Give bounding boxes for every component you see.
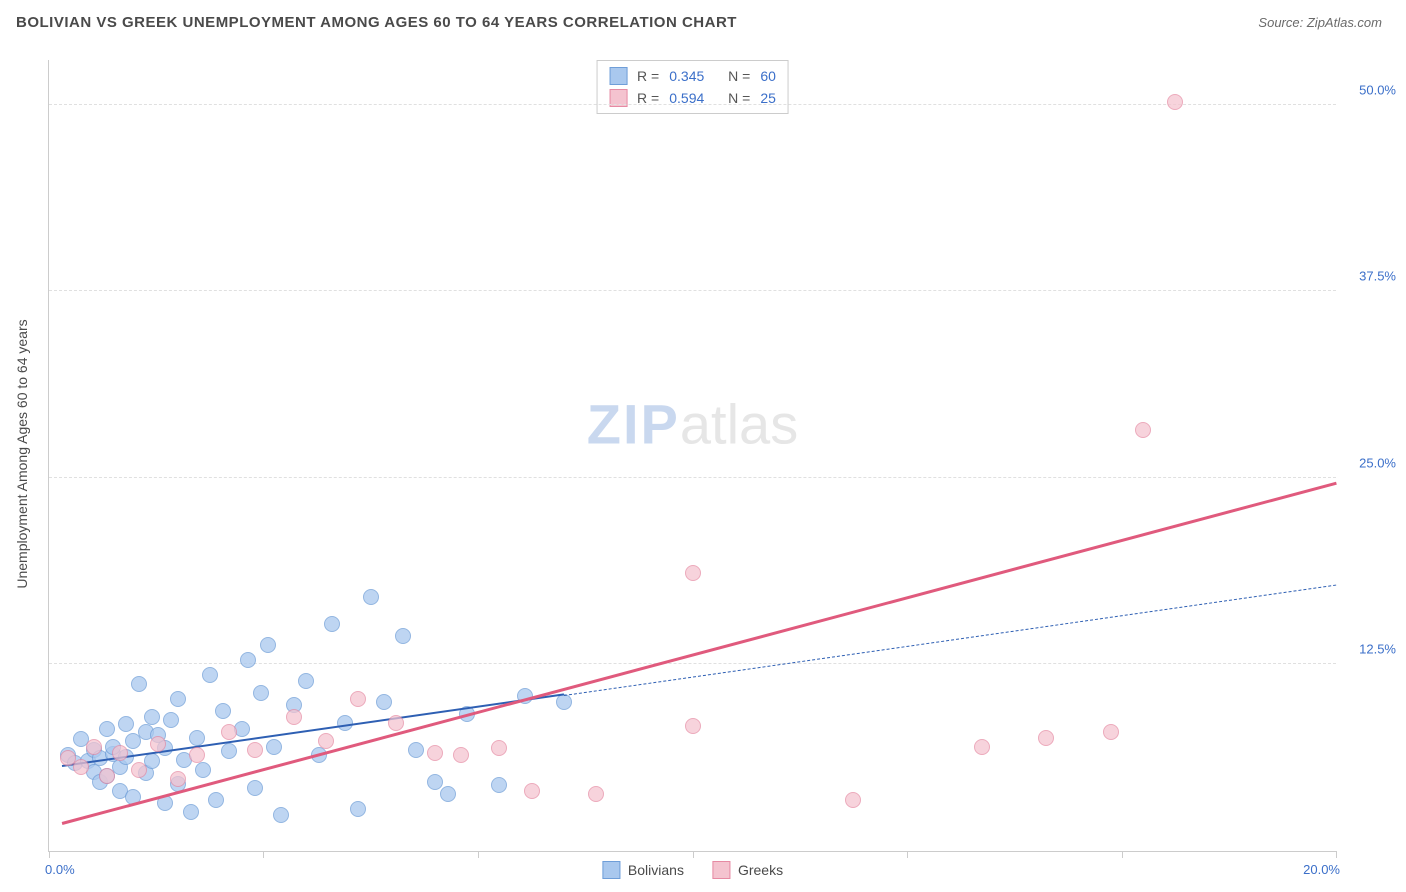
watermark-zip: ZIP bbox=[587, 392, 680, 455]
data-point bbox=[845, 792, 861, 808]
chart-title: BOLIVIAN VS GREEK UNEMPLOYMENT AMONG AGE… bbox=[16, 14, 737, 31]
data-point bbox=[170, 771, 186, 787]
data-point bbox=[131, 676, 147, 692]
data-point bbox=[266, 739, 282, 755]
data-point bbox=[350, 691, 366, 707]
data-point bbox=[1103, 724, 1119, 740]
data-point bbox=[1167, 94, 1183, 110]
watermark-atlas: atlas bbox=[680, 392, 798, 455]
x-tick bbox=[693, 851, 694, 858]
x-tick bbox=[49, 851, 50, 858]
data-point bbox=[318, 733, 334, 749]
source-label: Source: bbox=[1258, 15, 1303, 30]
x-tick bbox=[1336, 851, 1337, 858]
data-point bbox=[1135, 422, 1151, 438]
data-point bbox=[221, 724, 237, 740]
data-point bbox=[253, 685, 269, 701]
stats-row: R = 0.345 N = 60 bbox=[609, 65, 776, 87]
data-point bbox=[395, 628, 411, 644]
data-point bbox=[247, 780, 263, 796]
scatter-chart: ZIPatlas R = 0.345 N = 60 R = 0.594 N = … bbox=[48, 60, 1336, 852]
data-point bbox=[150, 736, 166, 752]
source-value: ZipAtlas.com bbox=[1307, 15, 1382, 30]
chart-header: BOLIVIAN VS GREEK UNEMPLOYMENT AMONG AGE… bbox=[0, 0, 1406, 41]
gridline bbox=[49, 477, 1336, 478]
r-label: R = bbox=[637, 68, 659, 84]
n-value: 60 bbox=[760, 68, 776, 84]
data-point bbox=[363, 589, 379, 605]
data-point bbox=[324, 616, 340, 632]
data-point bbox=[189, 730, 205, 746]
data-point bbox=[524, 783, 540, 799]
x-tick bbox=[1122, 851, 1123, 858]
data-point bbox=[491, 740, 507, 756]
data-point bbox=[273, 807, 289, 823]
data-point bbox=[118, 716, 134, 732]
y-tick-label: 25.0% bbox=[1359, 455, 1396, 470]
data-point bbox=[974, 739, 990, 755]
data-point bbox=[99, 721, 115, 737]
legend-label: Bolivians bbox=[628, 862, 684, 878]
swatch-icon bbox=[712, 861, 730, 879]
x-tick bbox=[478, 851, 479, 858]
data-point bbox=[183, 804, 199, 820]
gridline bbox=[49, 290, 1336, 291]
data-point bbox=[202, 667, 218, 683]
data-point bbox=[163, 712, 179, 728]
data-point bbox=[215, 703, 231, 719]
data-point bbox=[427, 774, 443, 790]
data-point bbox=[73, 759, 89, 775]
data-point bbox=[208, 792, 224, 808]
data-point bbox=[99, 768, 115, 784]
data-point bbox=[247, 742, 263, 758]
data-point bbox=[189, 747, 205, 763]
trend-line bbox=[564, 584, 1336, 695]
gridline bbox=[49, 104, 1336, 105]
data-point bbox=[298, 673, 314, 689]
legend-item: Greeks bbox=[712, 861, 783, 879]
data-point bbox=[408, 742, 424, 758]
data-point bbox=[221, 743, 237, 759]
data-point bbox=[240, 652, 256, 668]
y-tick-label: 37.5% bbox=[1359, 269, 1396, 284]
watermark: ZIPatlas bbox=[587, 391, 798, 456]
data-point bbox=[491, 777, 507, 793]
data-point bbox=[170, 691, 186, 707]
data-point bbox=[685, 565, 701, 581]
swatch-icon bbox=[609, 67, 627, 85]
data-point bbox=[388, 715, 404, 731]
data-point bbox=[427, 745, 443, 761]
x-tick bbox=[263, 851, 264, 858]
data-point bbox=[112, 745, 128, 761]
n-label: N = bbox=[728, 68, 750, 84]
y-tick-label: 50.0% bbox=[1359, 82, 1396, 97]
y-axis-title: Unemployment Among Ages 60 to 64 years bbox=[14, 319, 30, 588]
correlation-stats-box: R = 0.345 N = 60 R = 0.594 N = 25 bbox=[596, 60, 789, 114]
r-value: 0.345 bbox=[669, 68, 704, 84]
data-point bbox=[286, 709, 302, 725]
legend: Bolivians Greeks bbox=[602, 861, 783, 879]
legend-item: Bolivians bbox=[602, 861, 684, 879]
stats-row: R = 0.594 N = 25 bbox=[609, 87, 776, 109]
y-tick-label: 12.5% bbox=[1359, 642, 1396, 657]
x-axis-min-label: 0.0% bbox=[45, 862, 75, 877]
swatch-icon bbox=[602, 861, 620, 879]
source-attribution: Source: ZipAtlas.com bbox=[1258, 15, 1382, 30]
data-point bbox=[131, 762, 147, 778]
x-tick bbox=[907, 851, 908, 858]
x-axis-max-label: 20.0% bbox=[1303, 862, 1340, 877]
data-point bbox=[376, 694, 392, 710]
data-point bbox=[588, 786, 604, 802]
data-point bbox=[350, 801, 366, 817]
data-point bbox=[1038, 730, 1054, 746]
legend-label: Greeks bbox=[738, 862, 783, 878]
data-point bbox=[453, 747, 469, 763]
data-point bbox=[337, 715, 353, 731]
data-point bbox=[144, 709, 160, 725]
data-point bbox=[86, 739, 102, 755]
data-point bbox=[685, 718, 701, 734]
data-point bbox=[260, 637, 276, 653]
data-point bbox=[440, 786, 456, 802]
data-point bbox=[195, 762, 211, 778]
